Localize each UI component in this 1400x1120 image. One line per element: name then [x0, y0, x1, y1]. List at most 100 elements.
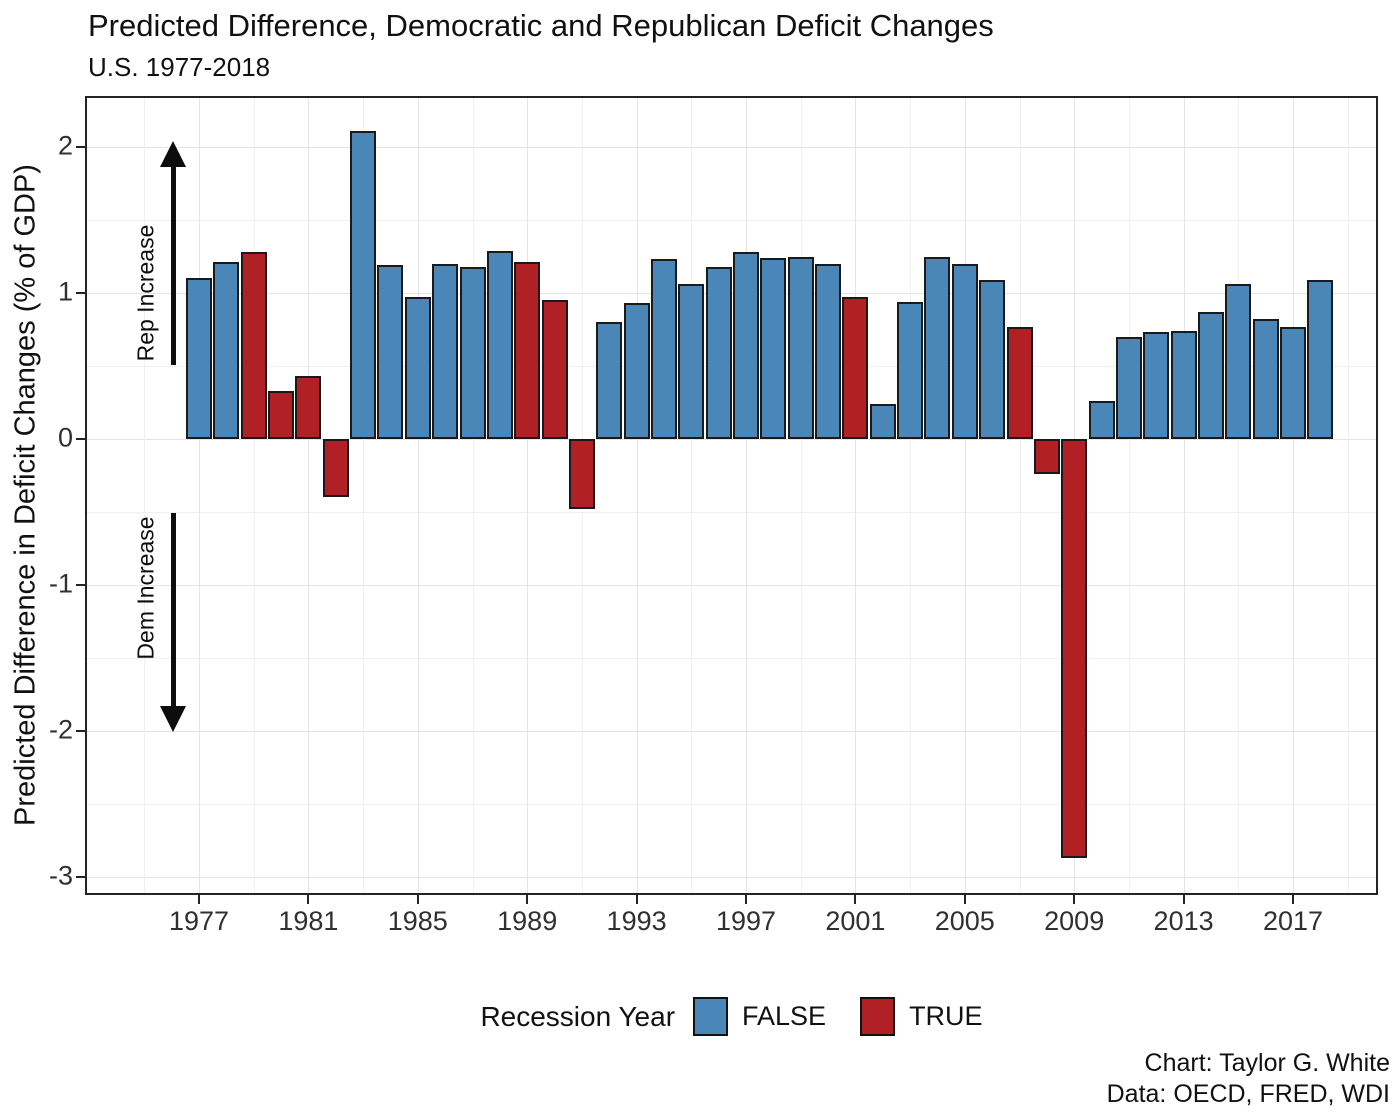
bar-1994: [650, 259, 677, 439]
bar-1979-recession: [240, 252, 267, 439]
chart-title: Predicted Difference, Democratic and Rep…: [88, 8, 994, 43]
rep-increase-label: Rep Increase: [132, 224, 159, 362]
gridline-vertical-minor: [1128, 96, 1130, 895]
y-tick-mark: [76, 730, 85, 732]
x-tick-mark: [198, 895, 200, 904]
bar-2010: [1088, 401, 1115, 439]
gridline-vertical-major: [527, 96, 529, 895]
gridline-vertical-major: [308, 96, 310, 895]
bar-1993: [623, 303, 650, 439]
gridline-vertical-minor: [363, 96, 365, 895]
bar-2009-recession: [1061, 439, 1088, 859]
x-tick-label: 1993: [606, 906, 667, 936]
bar-2014: [1197, 311, 1224, 439]
rep-increase-arrow-head-icon: [160, 141, 186, 167]
dem-increase-arrow-head-icon: [160, 706, 186, 732]
bar-1983: [350, 130, 377, 439]
y-tick-mark: [76, 876, 85, 878]
bar-1995: [678, 284, 705, 439]
bar-1997: [733, 252, 759, 439]
x-tick-label: 1997: [715, 906, 777, 936]
bar-2003: [897, 301, 924, 439]
x-tick-mark: [1182, 895, 1185, 904]
x-tick-label: 2017: [1262, 906, 1324, 936]
gridline-horizontal-major: [85, 147, 1378, 148]
bar-1990-recession: [541, 300, 568, 439]
legend-title: Recession Year: [480, 1000, 676, 1032]
gridline-vertical-major: [855, 96, 857, 895]
gridline-vertical-major: [964, 96, 966, 895]
dem-increase-label: Dem Increase: [132, 516, 159, 660]
y-tick-mark: [76, 438, 85, 440]
bar-2002: [869, 403, 896, 439]
bar-1978: [213, 262, 240, 439]
gridline-horizontal-major: [85, 439, 1378, 440]
bar-1992: [596, 322, 623, 439]
chart-subtitle: U.S. 1977-2018: [88, 52, 271, 82]
bar-1985: [404, 297, 431, 439]
bar-1998: [760, 257, 787, 439]
x-tick-label: 1989: [497, 906, 558, 936]
bar-2007-recession: [1006, 326, 1033, 439]
gridline-vertical-major: [746, 96, 747, 895]
bar-1996: [705, 266, 732, 439]
gridline-vertical-minor: [1019, 96, 1021, 895]
y-tick-label: -1: [48, 568, 73, 599]
bar-1980-recession: [268, 390, 295, 439]
gridline-horizontal-minor: [85, 804, 1378, 805]
rep-increase-arrow-line: [171, 162, 176, 365]
caption-chart-credit: Chart: Taylor G. White: [1144, 1049, 1390, 1077]
gridline-horizontal-major: [85, 877, 1378, 878]
y-tick-mark: [76, 584, 85, 586]
gridline-horizontal-major: [85, 585, 1378, 586]
gridline-vertical-minor: [1347, 96, 1349, 895]
x-tick-mark: [1292, 895, 1294, 904]
x-tick-mark: [526, 895, 529, 904]
gridline-vertical-major: [1183, 96, 1185, 895]
gridline-horizontal-minor: [85, 658, 1378, 659]
x-tick-mark: [745, 895, 747, 904]
y-tick-label: 2: [57, 130, 73, 161]
x-tick-label: 1977: [168, 906, 230, 936]
gridline-horizontal-minor: [85, 512, 1378, 513]
bar-2011: [1115, 336, 1142, 439]
bar-2015: [1225, 284, 1252, 439]
gridline-vertical-minor: [910, 96, 912, 895]
legend: Recession Year FALSE TRUE: [85, 997, 1378, 1036]
gridline-vertical-major: [417, 96, 419, 895]
x-tick-mark: [1073, 895, 1076, 904]
gridline-vertical-major: [199, 96, 200, 895]
bar-2016: [1252, 319, 1279, 439]
gridline-vertical-major: [636, 96, 638, 895]
plot-panel: [85, 96, 1378, 895]
x-tick-label: 2001: [825, 906, 886, 936]
bar-1981-recession: [295, 376, 322, 439]
gridline-vertical-minor: [144, 96, 146, 895]
bar-2017: [1280, 326, 1306, 439]
bar-2006: [979, 279, 1006, 439]
legend-key-false-swatch: [693, 997, 729, 1036]
y-tick-label: 0: [57, 422, 73, 453]
bar-2008-recession: [1033, 439, 1060, 475]
x-tick-label: 2013: [1153, 906, 1214, 936]
gridline-vertical-major: [1293, 96, 1294, 895]
bar-1989-recession: [514, 262, 541, 439]
y-tick-label: -2: [48, 714, 73, 745]
bar-2012: [1143, 332, 1170, 439]
x-tick-label: 1985: [387, 906, 448, 936]
gridline-horizontal-major: [85, 731, 1378, 732]
gridline-vertical-minor: [1238, 96, 1240, 895]
bar-1977: [186, 278, 212, 439]
y-tick-label: -3: [48, 860, 73, 891]
x-tick-mark: [307, 895, 310, 904]
x-tick-mark: [854, 895, 857, 904]
y-tick-mark: [76, 292, 85, 294]
bar-1991-recession: [568, 439, 595, 510]
bar-2001-recession: [842, 297, 869, 439]
x-tick-label: 2009: [1044, 906, 1105, 936]
bar-1982-recession: [322, 439, 349, 498]
legend-key-true-swatch: [860, 997, 896, 1036]
bar-2005: [951, 263, 978, 439]
caption-data-credit: Data: OECD, FRED, WDI: [1106, 1079, 1390, 1108]
y-tick-label: 1: [57, 276, 73, 307]
